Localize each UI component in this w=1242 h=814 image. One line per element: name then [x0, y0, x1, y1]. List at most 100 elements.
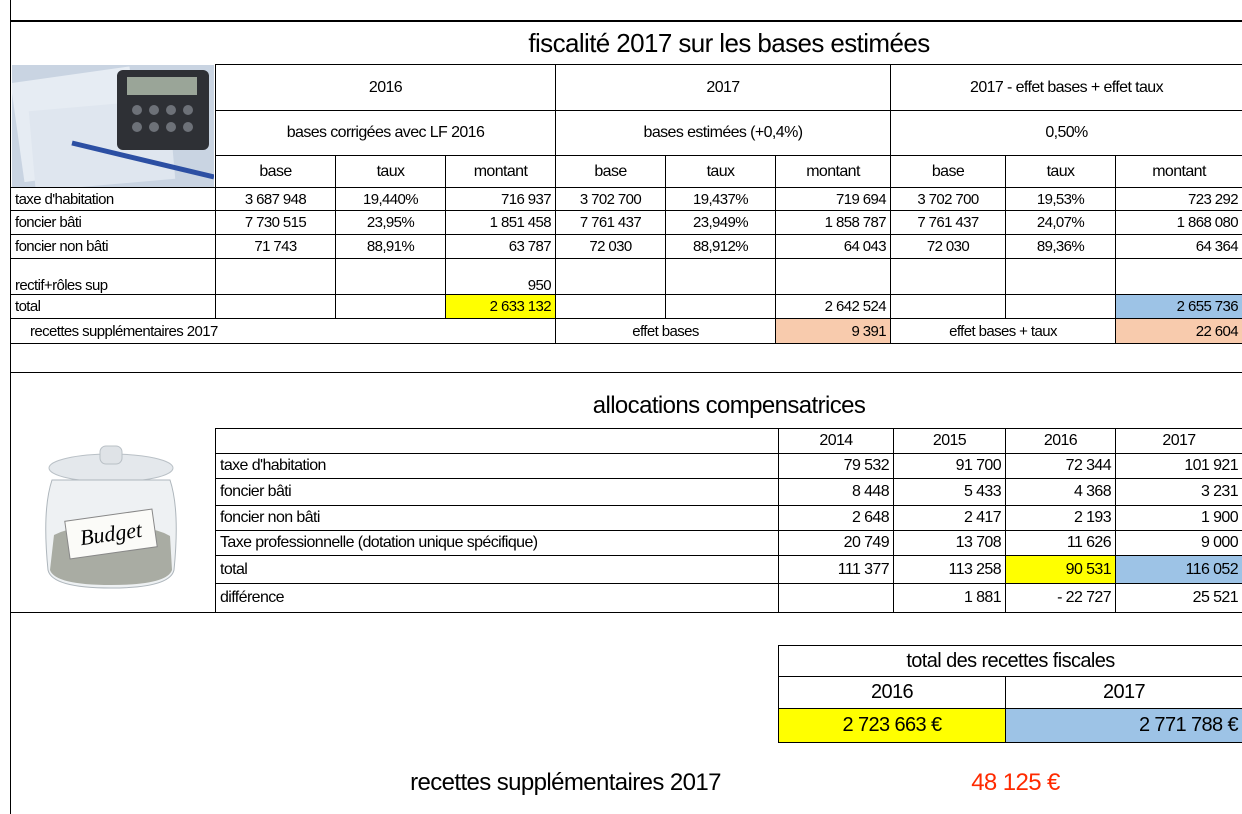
value-cell: 1 868 080 [1115, 210, 1242, 235]
value-cell: 9 000 [1115, 530, 1242, 556]
value-cell: 7 730 515 [215, 210, 336, 235]
value-cell: 2 633 132 [445, 294, 556, 319]
budget-jar-image: Budget [22, 440, 200, 592]
value-cell: 88,91% [335, 234, 446, 259]
value-cell: 2 417 [893, 505, 1006, 531]
value-cell: 5 433 [893, 478, 1006, 506]
value-cell: 20 749 [778, 530, 894, 556]
value-cell: 72 030 [555, 234, 666, 259]
summary-label: effet bases [555, 318, 776, 344]
row-label: rectif+rôles sup [10, 258, 216, 295]
group-subheading: bases estimées (+0,4%) [555, 110, 891, 156]
section-title: allocations compensatrices [215, 380, 1242, 431]
group-subheading: 0,50% [890, 110, 1242, 156]
row-label: foncier non bâti [215, 505, 779, 531]
group-heading: 2017 [555, 64, 891, 111]
value-cell: 2 193 [1005, 505, 1116, 531]
value-cell: 113 258 [893, 555, 1006, 584]
header-cell [215, 428, 779, 454]
value-cell: 79 532 [778, 453, 894, 479]
column-header: montant [1115, 155, 1242, 188]
value-cell [335, 294, 446, 319]
calculator-image [12, 65, 214, 187]
box-year: 2016 [778, 676, 1006, 709]
value-cell: 1 851 458 [445, 210, 556, 235]
summary-value: 22 604 [1115, 318, 1242, 344]
value-cell: 72 344 [1005, 453, 1116, 479]
group-heading: 2017 - effet bases + effet taux [890, 64, 1242, 111]
value-cell: 4 368 [1005, 478, 1116, 506]
value-cell: 950 [445, 258, 556, 295]
value-cell [215, 258, 336, 295]
row-label: taxe d'habitation [10, 187, 216, 211]
box-value: 2 723 663 € [778, 708, 1006, 743]
value-cell: 716 937 [445, 187, 556, 211]
year-header: 2015 [893, 428, 1006, 454]
value-cell: 116 052 [1115, 555, 1242, 584]
value-cell: 101 921 [1115, 453, 1242, 479]
value-cell: 25 521 [1115, 583, 1242, 613]
value-cell: 19,440% [335, 187, 446, 211]
column-header: taux [335, 155, 446, 188]
separator [10, 372, 1242, 373]
value-cell [215, 294, 336, 319]
value-cell: 23,95% [335, 210, 446, 235]
year-header: 2014 [778, 428, 894, 454]
box-year: 2017 [1005, 676, 1242, 709]
value-cell: 1 900 [1115, 505, 1242, 531]
value-cell: 88,912% [665, 234, 776, 259]
row-label: foncier non bâti [10, 234, 216, 259]
value-cell: 11 626 [1005, 530, 1116, 556]
row-label: foncier bâti [10, 210, 216, 235]
row-label: différence [215, 583, 779, 613]
value-cell: 3 687 948 [215, 187, 336, 211]
summary-value: 9 391 [775, 318, 891, 344]
value-cell: 723 292 [1115, 187, 1242, 211]
value-cell: 2 648 [778, 505, 894, 531]
column-header: montant [445, 155, 556, 188]
value-cell: 3 231 [1115, 478, 1242, 506]
footer-value: 48 125 € [900, 762, 1131, 803]
value-cell: 13 708 [893, 530, 1006, 556]
value-cell: 719 694 [775, 187, 891, 211]
year-header: 2016 [1005, 428, 1116, 454]
row-label: total [215, 555, 779, 584]
value-cell [890, 294, 1006, 319]
value-cell: 3 702 700 [890, 187, 1006, 211]
value-cell: 24,07% [1005, 210, 1116, 235]
value-cell [778, 583, 894, 613]
value-cell: 23,949% [665, 210, 776, 235]
column-header: taux [1005, 155, 1116, 188]
section-title: fiscalité 2017 sur les bases estimées [215, 22, 1242, 65]
value-cell: 90 531 [1005, 555, 1116, 584]
year-header: 2017 [1115, 428, 1242, 454]
value-cell: 1 881 [893, 583, 1006, 613]
row-label: foncier bâti [215, 478, 779, 506]
value-cell [555, 294, 666, 319]
value-cell: 2 642 524 [775, 294, 891, 319]
value-cell: 8 448 [778, 478, 894, 506]
column-header: taux [665, 155, 776, 188]
value-cell [1005, 294, 1116, 319]
page: Budget fiscalité 2017 sur les bases esti… [0, 0, 1242, 814]
value-cell: 3 702 700 [555, 187, 666, 211]
footer-label: recettes supplémentaires 2017 [300, 762, 831, 803]
value-cell: 91 700 [893, 453, 1006, 479]
value-cell: 71 743 [215, 234, 336, 259]
summary-label: recettes supplémentaires 2017 [10, 318, 556, 344]
value-cell [665, 294, 776, 319]
value-cell [1115, 258, 1242, 295]
value-cell: 72 030 [890, 234, 1006, 259]
value-cell [335, 258, 446, 295]
row-label: Taxe professionnelle (dotation unique sp… [215, 530, 779, 556]
box-title: total des recettes fiscales [778, 645, 1242, 677]
value-cell [665, 258, 776, 295]
summary-label: effet bases + taux [890, 318, 1116, 344]
column-header: base [555, 155, 666, 188]
value-cell: 19,437% [665, 187, 776, 211]
box-value: 2 771 788 € [1005, 708, 1242, 743]
value-cell [775, 258, 891, 295]
value-cell: - 22 727 [1005, 583, 1116, 613]
value-cell: 111 377 [778, 555, 894, 584]
top-border [10, 20, 1242, 22]
